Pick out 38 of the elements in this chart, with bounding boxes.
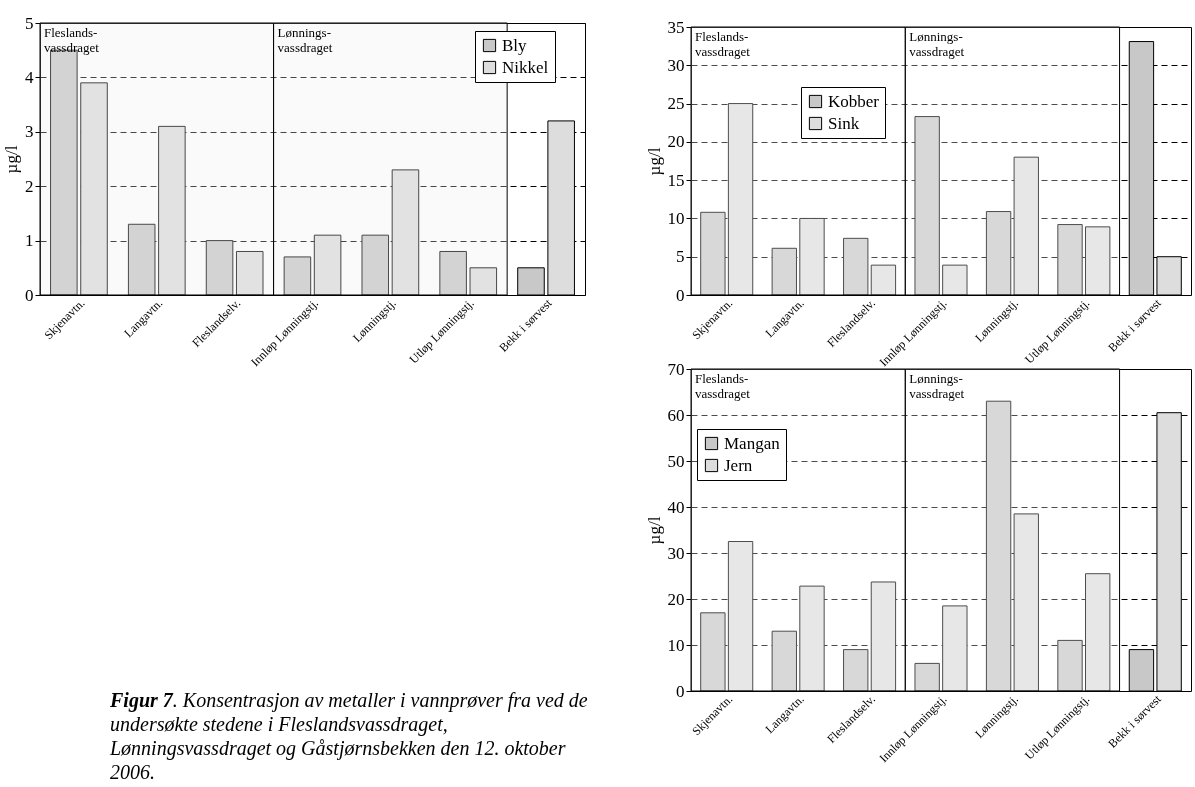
text: Figur 7. Konsentrasjon av metaller i vannprøver fra ved de undersøkte stedene i Fleslandsvassdraget, Lønningsvassdraget og Gåstjørnsbekken den 12. oktober 2006. — [110, 689, 588, 783]
y-axis-title: µg/l — [2, 145, 21, 174]
legend-label: Mangan — [724, 433, 781, 453]
y-tick-label: 1 — [25, 231, 34, 251]
legend-label: Nikkel — [502, 57, 549, 77]
y-tick-label: 35 — [667, 17, 685, 37]
y-axis-title: µg/l — [644, 516, 664, 545]
y-tick-label: 50 — [667, 451, 685, 471]
band-label: Fleslands- vassdraget — [695, 29, 751, 59]
y-tick-label: 10 — [667, 635, 685, 655]
y-tick-label: 0 — [25, 285, 34, 305]
y-tick-label: 5 — [25, 13, 34, 33]
y-tick-label: 30 — [667, 543, 685, 563]
y-tick-label: 40 — [667, 497, 685, 517]
band-label: Fleslands- vassdraget — [44, 25, 100, 55]
y-tick-label: 0 — [676, 681, 685, 701]
band-label: Fleslands- vassdraget — [695, 371, 751, 401]
y-tick-label: 20 — [667, 132, 685, 152]
y-tick-label: 2 — [25, 176, 34, 196]
y-tick-label: 60 — [667, 405, 685, 425]
y-tick-label: 15 — [667, 170, 685, 190]
legend-label: Bly — [502, 35, 528, 55]
band-label: Lønnings- vassdraget — [909, 371, 965, 401]
y-tick-label: 5 — [676, 247, 685, 267]
band-label: Lønnings- vassdraget — [909, 29, 965, 59]
y-tick-label: 3 — [25, 122, 34, 142]
y-axis-title: µg/l — [644, 147, 664, 176]
legend-label: Sink — [828, 113, 860, 133]
y-tick-label: 25 — [667, 94, 685, 114]
y-tick-label: 70 — [667, 359, 685, 379]
y-tick-label: 0 — [676, 285, 685, 305]
y-tick-label: 4 — [25, 67, 34, 87]
y-tick-label: 10 — [667, 208, 685, 228]
y-tick-label: 30 — [667, 55, 685, 75]
y-tick-label: 20 — [667, 589, 685, 609]
legend-label: Jern — [724, 455, 753, 475]
band-label: Lønnings- vassdraget — [277, 25, 333, 55]
legend-label: Kobber — [828, 91, 880, 111]
